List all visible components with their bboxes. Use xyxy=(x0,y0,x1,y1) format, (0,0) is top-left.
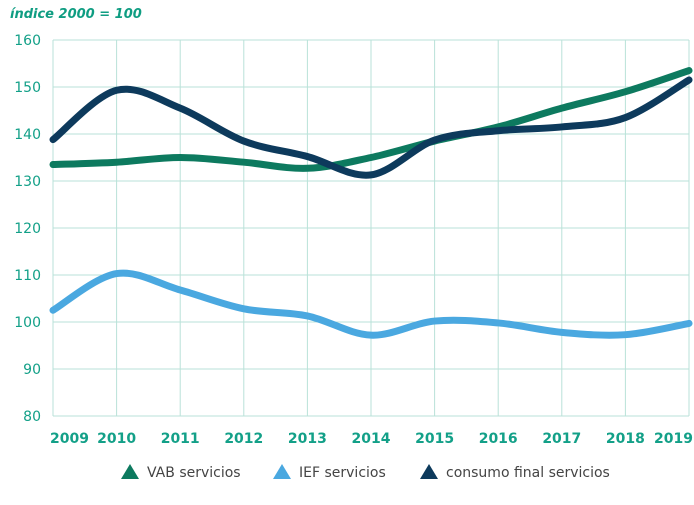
series-line-vab-servicios xyxy=(49,67,693,172)
data-point-consumo-final-servicios xyxy=(368,172,374,178)
data-point-consumo-final-servicios xyxy=(495,128,501,134)
series-lines xyxy=(49,67,693,339)
y-tick-label: 120 xyxy=(14,221,41,237)
data-point-vab-servicios xyxy=(686,68,692,74)
legend-marker-icon xyxy=(273,464,291,479)
y-tick-label: 130 xyxy=(14,174,41,190)
x-tick-label: 2017 xyxy=(542,431,581,447)
y-tick-label: 90 xyxy=(23,362,41,378)
data-point-consumo-final-servicios xyxy=(622,115,628,121)
unit-label: índice 2000 = 100 xyxy=(10,7,142,22)
data-point-ief-servicios xyxy=(495,320,501,326)
data-point-consumo-final-servicios xyxy=(50,137,56,143)
x-tick-label: 2013 xyxy=(288,431,327,447)
data-point-vab-servicios xyxy=(241,159,247,165)
y-tick-label: 140 xyxy=(14,127,41,143)
data-point-ief-servicios xyxy=(50,307,56,313)
data-point-vab-servicios xyxy=(622,89,628,95)
data-point-ief-servicios xyxy=(559,329,565,335)
data-point-consumo-final-servicios xyxy=(114,87,120,93)
data-point-ief-servicios xyxy=(368,332,374,338)
data-point-vab-servicios xyxy=(304,165,310,171)
data-point-vab-servicios xyxy=(368,155,374,160)
y-tick-label: 160 xyxy=(14,33,41,49)
grid-lines xyxy=(52,39,690,417)
legend: VAB servicios IEF servicios consumo final … xyxy=(121,464,610,481)
data-point-ief-servicios xyxy=(241,306,247,312)
data-point-vab-servicios xyxy=(177,155,183,160)
data-point-consumo-final-servicios xyxy=(177,105,183,111)
y-axis-ticks: 80 90 100 110 120 130 140 150 160 xyxy=(14,33,41,425)
x-tick-label: 2014 xyxy=(352,431,391,447)
data-point-vab-servicios xyxy=(50,162,56,168)
x-tick-label: 2016 xyxy=(479,431,518,447)
data-point-consumo-final-servicios xyxy=(304,154,310,160)
x-tick-label: 2015 xyxy=(415,431,454,447)
legend-label: consumo final servicios xyxy=(446,465,610,481)
y-tick-label: 110 xyxy=(14,268,41,284)
x-tick-label: 2018 xyxy=(606,431,645,447)
data-point-vab-servicios xyxy=(559,105,565,111)
data-point-ief-servicios xyxy=(622,332,628,338)
legend-marker-icon xyxy=(420,464,438,479)
x-tick-label: 2011 xyxy=(161,431,200,447)
data-point-consumo-final-servicios xyxy=(432,137,438,143)
legend-label: VAB servicios xyxy=(147,465,241,481)
data-point-consumo-final-servicios xyxy=(241,138,247,144)
legend-label: IEF servicios xyxy=(299,465,386,481)
x-axis-ticks: 2009 2010 2011 2012 2013 2014 2015 2016 2017 2018… xyxy=(50,431,693,447)
data-point-ief-servicios xyxy=(114,271,120,277)
x-tick-label: 2010 xyxy=(97,431,136,447)
data-point-ief-servicios xyxy=(177,287,183,293)
data-point-ief-servicios xyxy=(686,320,692,326)
y-tick-label: 150 xyxy=(14,80,41,96)
x-tick-label: 2012 xyxy=(224,431,263,447)
data-point-consumo-final-servicios xyxy=(686,77,692,83)
y-tick-label: 100 xyxy=(14,315,41,331)
y-tick-label: 80 xyxy=(23,409,41,425)
data-point-ief-servicios xyxy=(432,318,438,324)
x-tick-label: 2009 xyxy=(50,431,89,447)
x-tick-label: 2019 xyxy=(654,431,693,447)
data-point-ief-servicios xyxy=(304,313,310,319)
data-point-vab-servicios xyxy=(114,159,120,165)
legend-marker-icon xyxy=(121,464,139,479)
data-point-consumo-final-servicios xyxy=(559,124,565,130)
